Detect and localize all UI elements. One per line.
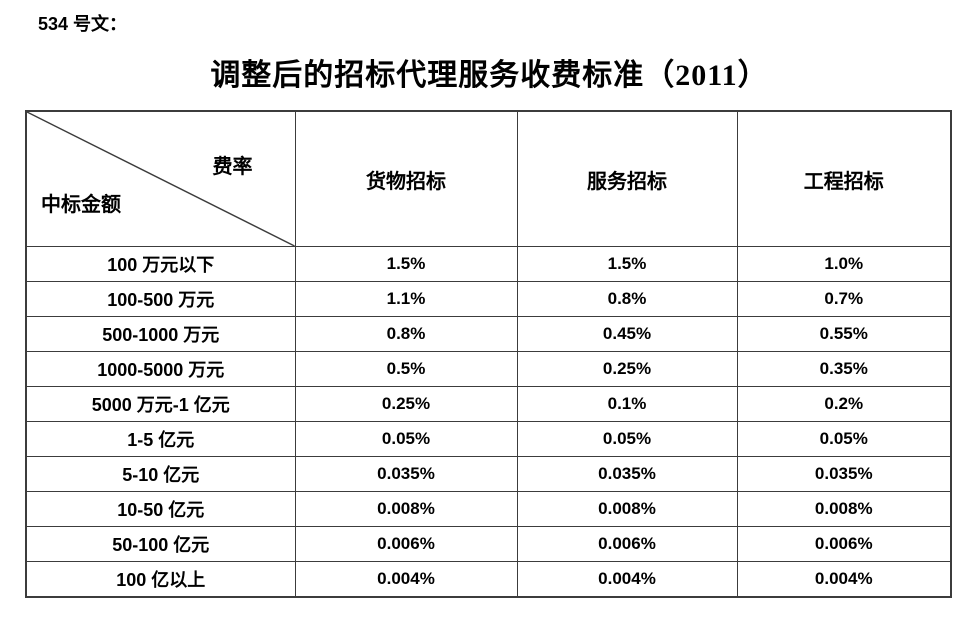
fee-value-cell: 0.35% bbox=[736, 351, 952, 387]
fee-value-cell: 0.25% bbox=[516, 351, 738, 387]
table-row: 1000-5000 万元 0.5% 0.25% 0.35% bbox=[25, 351, 952, 387]
table-row: 5-10 亿元 0.035% 0.035% 0.035% bbox=[25, 456, 952, 492]
fee-value-cell: 0.006% bbox=[516, 526, 738, 562]
fee-value-cell: 0.1% bbox=[516, 386, 738, 422]
corner-label-bid-amount: 中标金额 bbox=[41, 194, 121, 216]
table-row: 500-1000 万元 0.8% 0.45% 0.55% bbox=[25, 316, 952, 352]
fee-value-cell: 0.008% bbox=[294, 491, 518, 527]
table-row: 10-50 亿元 0.008% 0.008% 0.008% bbox=[25, 491, 952, 527]
fee-value-cell: 0.05% bbox=[516, 421, 738, 457]
table-header-row: 费率 中标金额 货物招标 服务招标 工程招标 bbox=[25, 110, 952, 247]
fee-value-cell: 0.035% bbox=[294, 456, 518, 492]
fee-value-cell: 0.008% bbox=[736, 491, 952, 527]
fee-value-cell: 1.0% bbox=[736, 246, 952, 282]
fee-value-cell: 1.1% bbox=[294, 281, 518, 317]
table-row: 100 亿以上 0.004% 0.004% 0.004% bbox=[25, 561, 952, 598]
fee-value-cell: 0.035% bbox=[516, 456, 738, 492]
fee-value-cell: 0.05% bbox=[294, 421, 518, 457]
column-header-engineering: 工程招标 bbox=[736, 110, 952, 247]
row-label-cell: 5-10 亿元 bbox=[25, 456, 296, 492]
row-label-cell: 1-5 亿元 bbox=[25, 421, 296, 457]
table-row: 100 万元以下 1.5% 1.5% 1.0% bbox=[25, 246, 952, 282]
table-row: 5000 万元-1 亿元 0.25% 0.1% 0.2% bbox=[25, 386, 952, 422]
fee-value-cell: 0.5% bbox=[294, 351, 518, 387]
fee-value-cell: 0.006% bbox=[736, 526, 952, 562]
fee-value-cell: 0.8% bbox=[294, 316, 518, 352]
column-header-services: 服务招标 bbox=[516, 110, 738, 247]
table-row: 50-100 亿元 0.006% 0.006% 0.006% bbox=[25, 526, 952, 562]
fee-rate-table: 费率 中标金额 货物招标 服务招标 工程招标 100 万元以下 1.5% 1.5… bbox=[25, 110, 952, 598]
row-label-cell: 10-50 亿元 bbox=[25, 491, 296, 527]
fee-value-cell: 0.25% bbox=[294, 386, 518, 422]
fee-value-cell: 0.05% bbox=[736, 421, 952, 457]
corner-header-cell: 费率 中标金额 bbox=[25, 110, 296, 247]
table-row: 100-500 万元 1.1% 0.8% 0.7% bbox=[25, 281, 952, 317]
fee-value-cell: 0.8% bbox=[516, 281, 738, 317]
row-label-cell: 1000-5000 万元 bbox=[25, 351, 296, 387]
fee-value-cell: 0.006% bbox=[294, 526, 518, 562]
diagonal-divider-line bbox=[27, 112, 295, 246]
row-label-cell: 50-100 亿元 bbox=[25, 526, 296, 562]
fee-value-cell: 0.008% bbox=[516, 491, 738, 527]
row-label-cell: 5000 万元-1 亿元 bbox=[25, 386, 296, 422]
fee-value-cell: 0.45% bbox=[516, 316, 738, 352]
fee-value-cell: 0.004% bbox=[294, 561, 518, 598]
doc-number-label: 534 号文： bbox=[38, 14, 128, 34]
row-label-cell: 500-1000 万元 bbox=[25, 316, 296, 352]
corner-label-fee-rate: 费率 bbox=[212, 156, 253, 178]
fee-value-cell: 0.7% bbox=[736, 281, 952, 317]
fee-value-cell: 0.2% bbox=[736, 386, 952, 422]
row-label-cell: 100-500 万元 bbox=[25, 281, 296, 317]
fee-value-cell: 0.004% bbox=[516, 561, 738, 598]
row-label-cell: 100 亿以上 bbox=[25, 561, 296, 598]
fee-value-cell: 0.035% bbox=[736, 456, 952, 492]
fee-value-cell: 0.004% bbox=[736, 561, 952, 598]
fee-value-cell: 1.5% bbox=[294, 246, 518, 282]
fee-value-cell: 1.5% bbox=[516, 246, 738, 282]
table-row: 1-5 亿元 0.05% 0.05% 0.05% bbox=[25, 421, 952, 457]
column-header-goods: 货物招标 bbox=[294, 110, 518, 247]
fee-value-cell: 0.55% bbox=[736, 316, 952, 352]
row-label-cell: 100 万元以下 bbox=[25, 246, 296, 282]
page-title: 调整后的招标代理服务收费标准（2011） bbox=[210, 59, 769, 92]
